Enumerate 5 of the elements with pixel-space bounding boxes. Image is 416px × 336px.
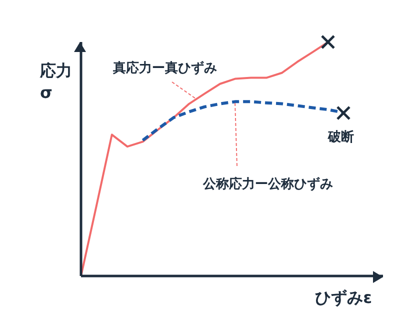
- y-axis-title: 応力 σ: [39, 61, 72, 102]
- x-axis-title: ひずみε: [315, 288, 372, 307]
- annotation: 破断: [327, 130, 354, 145]
- annotation: 公称応力ー公称ひずみ: [202, 176, 333, 192]
- annotation: 真応力ー真ひずみ: [112, 60, 217, 76]
